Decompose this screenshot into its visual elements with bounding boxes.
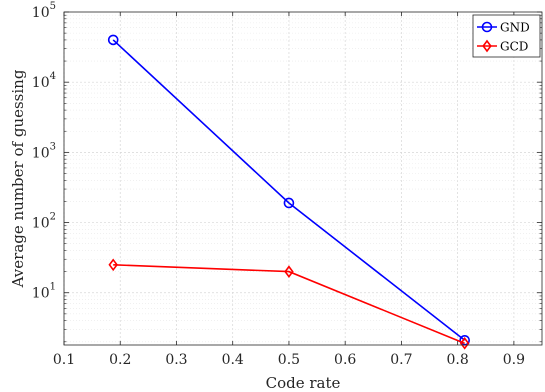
data-point-gcd xyxy=(108,258,118,272)
series-line-gcd xyxy=(113,264,465,345)
x-tick-label: 0.5 xyxy=(278,352,300,368)
axis-ticks: 0.1 0.2 0.3 0.4 0.5 0.6 0.7 0.8 0.9 101 102 103 104 1… xyxy=(32,1,542,368)
y-tick-label: 102 xyxy=(32,212,56,232)
y-tick-label: 101 xyxy=(32,282,56,302)
legend-label: GND xyxy=(500,21,530,35)
x-tick-label: 0.2 xyxy=(109,352,131,368)
x-axis-label: Code rate xyxy=(266,374,341,392)
series-gnd xyxy=(107,34,470,346)
legend-marker xyxy=(481,21,493,33)
x-tick-label: 0.8 xyxy=(447,352,469,368)
x-tick-label: 0.9 xyxy=(503,352,525,368)
data-point-gcd xyxy=(284,265,294,278)
data-point-gnd xyxy=(283,197,295,209)
x-tick-label: 0.1 xyxy=(53,352,75,368)
legend-box xyxy=(472,14,541,58)
x-tick-label: 0.6 xyxy=(334,352,356,368)
grid xyxy=(63,12,542,345)
y-tick-label: 104 xyxy=(32,71,56,91)
series-layer xyxy=(107,34,470,350)
legend-entry-gnd: GND xyxy=(477,21,530,35)
legend: GND GCD xyxy=(472,14,541,58)
y-tick-label: 105 xyxy=(32,1,56,21)
y-tick-label: 103 xyxy=(32,141,56,161)
x-tick-label: 0.4 xyxy=(222,352,244,368)
series-line-gnd xyxy=(112,39,466,341)
legend-entry-gcd: GCD xyxy=(477,40,528,54)
plot-frame xyxy=(63,11,543,346)
series-gcd xyxy=(108,258,470,350)
data-point-gcd xyxy=(459,337,470,350)
legend-label: GCD xyxy=(500,40,528,54)
y-axis-label: Average number of guessing xyxy=(9,69,27,288)
x-tick-label: 0.3 xyxy=(165,352,187,368)
legend-marker xyxy=(482,39,492,53)
data-point-gnd xyxy=(107,34,119,46)
x-tick-label: 0.7 xyxy=(390,352,412,368)
